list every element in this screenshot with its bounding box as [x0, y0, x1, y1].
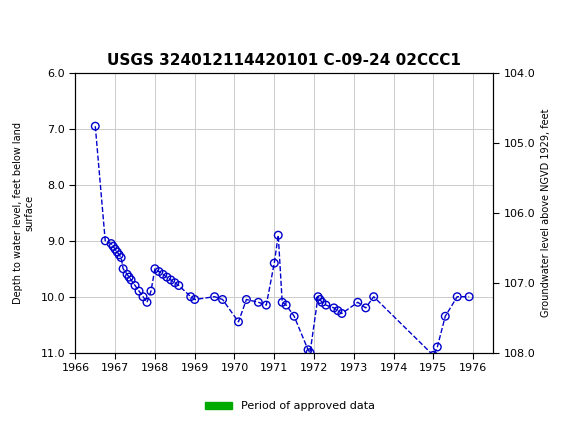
Point	[108, 243, 118, 250]
Y-axis label: Depth to water level, feet below land
surface: Depth to water level, feet below land su…	[13, 122, 35, 304]
Point	[334, 307, 343, 314]
Point	[150, 265, 160, 272]
Point	[135, 288, 144, 295]
Point	[234, 318, 243, 325]
Point	[170, 279, 179, 286]
Point	[142, 299, 151, 306]
Point	[361, 304, 371, 311]
Point	[433, 344, 442, 350]
Point	[186, 293, 195, 300]
Point	[369, 293, 378, 300]
Point	[465, 293, 474, 300]
Point	[270, 260, 279, 267]
Point	[154, 268, 164, 275]
Point	[218, 296, 227, 303]
Point	[113, 249, 122, 255]
Point	[146, 288, 155, 295]
Point	[210, 293, 219, 300]
Point	[125, 273, 134, 280]
Point	[281, 301, 291, 308]
Point	[166, 276, 176, 283]
Text: ╳USGS: ╳USGS	[12, 13, 78, 39]
Point	[353, 299, 362, 306]
Point	[253, 299, 263, 306]
Point	[190, 296, 200, 303]
Point	[114, 251, 124, 258]
Point	[90, 123, 100, 129]
Point	[118, 265, 128, 272]
Point	[130, 282, 140, 289]
Point	[329, 304, 339, 311]
Point	[126, 276, 136, 283]
Point	[321, 301, 331, 308]
Point	[441, 313, 450, 320]
Point	[262, 301, 271, 308]
Point	[117, 254, 126, 261]
Point	[278, 299, 287, 306]
Point	[158, 271, 168, 278]
Title: USGS 324012114420101 C-09-24 02CCC1: USGS 324012114420101 C-09-24 02CCC1	[107, 53, 461, 68]
Point	[139, 293, 148, 300]
Legend: Period of approved data: Period of approved data	[200, 397, 380, 416]
Point	[162, 273, 172, 280]
Point	[337, 310, 346, 317]
Bar	[95, 353, 308, 359]
Y-axis label: Groundwater level above NGVD 1929, feet: Groundwater level above NGVD 1929, feet	[541, 109, 551, 317]
Point	[274, 232, 283, 239]
Point	[313, 293, 322, 300]
Point	[452, 293, 462, 300]
Point	[303, 346, 313, 353]
Point	[100, 237, 110, 244]
Bar	[433, 353, 457, 359]
Point	[111, 246, 120, 252]
Point	[107, 240, 116, 247]
Point	[122, 271, 132, 278]
Point	[289, 313, 299, 320]
Point	[306, 349, 315, 356]
Point	[174, 282, 183, 289]
Point	[242, 296, 251, 303]
Point	[429, 352, 438, 359]
Point	[317, 299, 327, 306]
Point	[316, 296, 325, 303]
